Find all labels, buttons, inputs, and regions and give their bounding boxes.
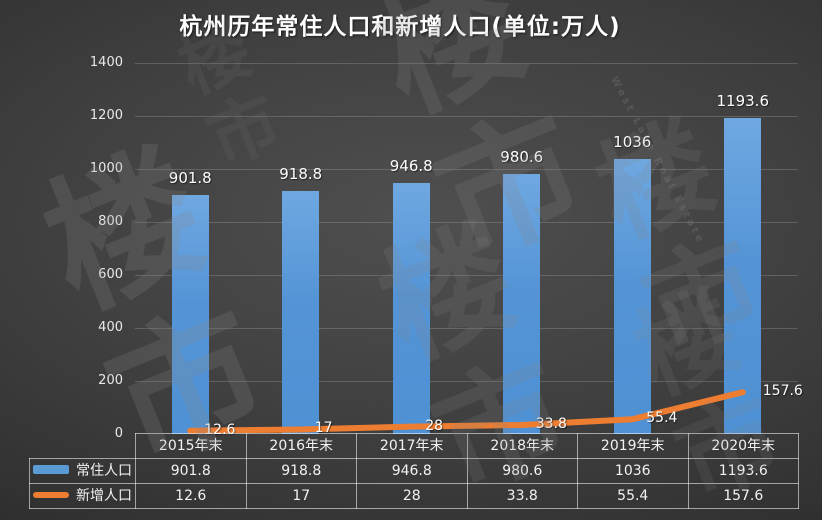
y-axis-tick-label: 0 [114, 426, 123, 441]
y-axis-tick-label: 1400 [89, 55, 123, 70]
legend-cell: 新增人口 [29, 483, 136, 509]
bar [392, 183, 430, 434]
table-row: 新增人口 12.6 17 28 33.8 55.4 157.6 [29, 483, 799, 509]
column-header: 2015年末 [135, 433, 247, 459]
column-header: 2019年末 [577, 433, 689, 459]
column-header: 2020年末 [687, 433, 799, 459]
legend-label: 常住人口 [76, 463, 132, 479]
legend-header-spacer [30, 434, 136, 459]
bar [171, 195, 209, 434]
value-cell: 918.8 [245, 458, 357, 484]
value-cell: 17 [245, 483, 357, 509]
data-table: 2015年末 2016年末 2017年末 2018年末 2019年末 2020年末 常住人口… [29, 433, 799, 509]
grid-line [135, 62, 798, 64]
table-row: 常住人口 901.8 918.8 946.8 980.6 1036 1193.6 [29, 458, 799, 484]
bar [724, 117, 762, 434]
value-cell: 1036 [577, 458, 689, 484]
column-header: 2017年末 [356, 433, 468, 459]
value-cell: 33.8 [466, 483, 578, 509]
value-cell: 1193.6 [687, 458, 799, 484]
grid-line [135, 380, 798, 382]
value-cell: 12.6 [135, 483, 247, 509]
y-axis-tick-label: 400 [98, 320, 123, 335]
value-cell: 980.6 [466, 458, 578, 484]
bar-value-label: 901.8 [168, 169, 212, 188]
bar-value-label: 1193.6 [716, 91, 770, 110]
legend-bar-marker [33, 465, 69, 474]
grid-line [135, 327, 798, 329]
value-cell: 55.4 [577, 483, 689, 509]
bar-value-label: 946.8 [389, 157, 433, 176]
y-axis-tick-label: 1200 [89, 108, 123, 123]
legend-label: 新增人口 [76, 488, 132, 504]
bar-value-label: 1036 [613, 133, 652, 152]
legend-cell: 常住人口 [29, 458, 136, 484]
value-cell: 28 [356, 483, 468, 509]
grid-line [135, 221, 798, 223]
y-axis-tick-label: 1000 [89, 161, 123, 176]
bar [613, 159, 651, 434]
column-header: 2018年末 [466, 433, 578, 459]
y-axis-tick-label: 200 [98, 373, 123, 388]
y-axis-tick-label: 800 [98, 214, 123, 229]
value-cell: 946.8 [356, 458, 468, 484]
value-cell: 901.8 [135, 458, 247, 484]
bar [503, 174, 541, 434]
grid-line [135, 274, 798, 276]
bar-value-label: 918.8 [279, 164, 323, 183]
grid-line [135, 115, 798, 117]
chart-title: 杭州历年常住人口和新增人口(单位:万人) [179, 14, 621, 40]
column-header: 2016年末 [245, 433, 357, 459]
grid-line [135, 168, 798, 170]
bar [282, 190, 320, 434]
bar-value-label: 980.6 [500, 148, 544, 167]
legend-line-marker [33, 491, 69, 498]
y-axis-tick-label: 600 [98, 267, 123, 282]
value-cell: 157.6 [687, 483, 799, 509]
table-header-row: 2015年末 2016年末 2017年末 2018年末 2019年末 2020年末 [30, 433, 799, 459]
